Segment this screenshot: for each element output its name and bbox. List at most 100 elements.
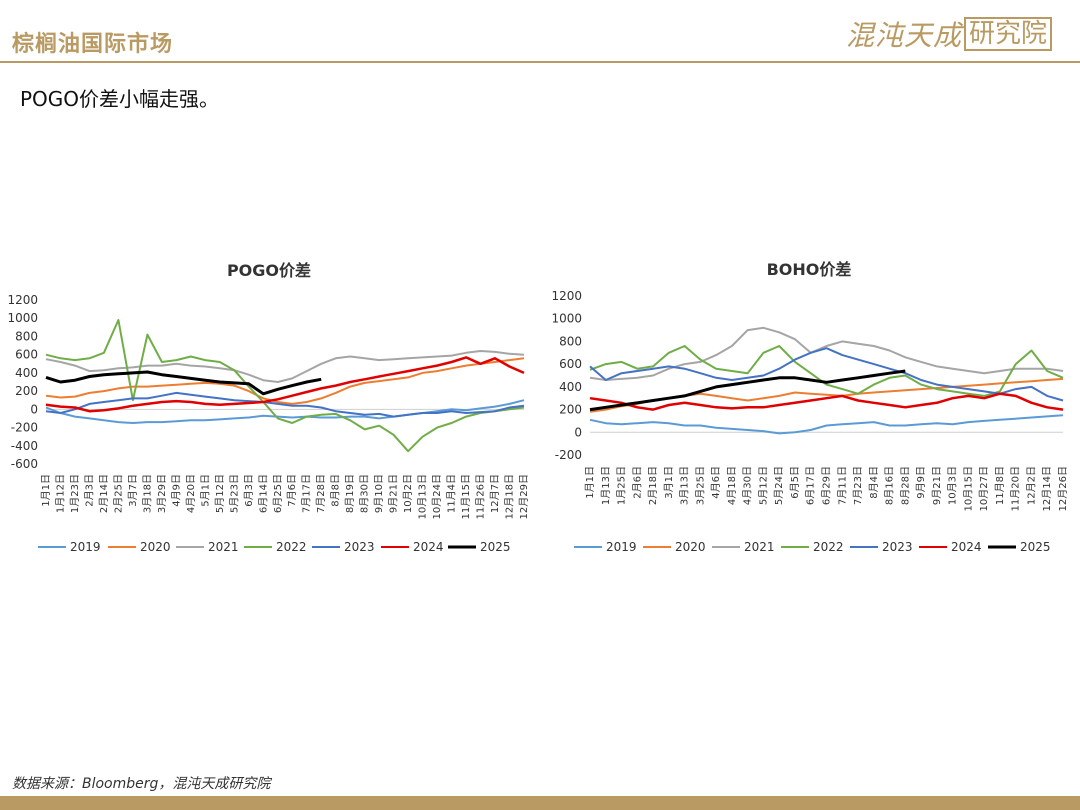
pogo-x-tick-label: 10月2日 (402, 474, 414, 513)
boho-x-tick-label: 6月17日 (805, 466, 817, 505)
boho-x-tick-label: 1月13日 (600, 466, 612, 505)
boho-y-tick-label: 800 (559, 334, 582, 348)
boho-x-tick-label: 6月29日 (821, 466, 833, 505)
pogo-y-tick-label: 400 (15, 366, 38, 380)
pogo-series-line-2021 (45, 350, 525, 383)
pogo-x-tick-label: 9月10日 (373, 474, 385, 513)
pogo-x-tick-label: 5月12日 (214, 474, 226, 513)
boho-x-tick-label: 7月23日 (852, 466, 864, 505)
pogo-x-tick-label: 8月8日 (330, 474, 342, 507)
boho-series-line-2021 (589, 326, 1064, 381)
boho-x-tick-label: 10月15日 (962, 466, 974, 511)
boho-series-line-2025 (589, 369, 906, 412)
boho-y-tick-label: 1000 (551, 312, 582, 326)
page-subtitle: POGO价差小幅走强。 (20, 87, 220, 111)
boho-y-tick-label: -200 (555, 448, 582, 462)
pogo-x-tick-label: 4月20日 (185, 474, 197, 513)
pogo-legend-label-2019: 2019 (70, 540, 101, 554)
boho-x-tick-label: 3月25日 (694, 466, 706, 505)
pogo-y-tick-label: 0 (30, 402, 38, 416)
pogo-series-line-2020 (45, 357, 525, 405)
pogo-legend-label-2021: 2021 (208, 540, 239, 554)
boho-series-line-2024 (589, 392, 1064, 411)
pogo-series-line-2024 (45, 356, 525, 413)
pogo-x-tick-label: 3月18日 (141, 474, 153, 513)
boho-legend-label-2023: 2023 (882, 540, 913, 554)
pogo-y-tick-label: 1000 (7, 311, 38, 325)
boho-x-tick-label: 2月6日 (631, 466, 643, 499)
pogo-x-tick-label: 12月18日 (504, 474, 516, 519)
header-divider (0, 61, 1080, 63)
pogo-legend-label-2022: 2022 (276, 540, 307, 554)
boho-x-tick-label: 12月2日 (1025, 466, 1037, 505)
boho-x-tick-label: 8月16日 (884, 466, 896, 505)
pogo-x-tick-label: 11月4日 (446, 474, 458, 513)
boho-y-tick-label: 600 (559, 357, 582, 371)
boho-x-tick-label: 10月27日 (978, 466, 990, 511)
pogo-x-tick-label: 10月24日 (431, 474, 443, 519)
pogo-y-tick-label: -400 (11, 439, 38, 453)
boho-y-tick-label: 0 (574, 425, 582, 439)
boho-x-tick-label: 3月1日 (663, 466, 675, 499)
chart-title-pogo: POGO价差 (226, 261, 312, 280)
boho-legend-label-2022: 2022 (813, 540, 844, 554)
pogo-x-tick-label: 3月29日 (156, 474, 168, 513)
pogo-x-tick-label: 9月21日 (388, 474, 400, 513)
boho-x-tick-label: 1月1日 (584, 466, 596, 499)
pogo-legend-label-2023: 2023 (344, 540, 375, 554)
boho-x-tick-label: 11月20日 (1010, 466, 1022, 511)
pogo-x-tick-label: 2月25日 (112, 474, 124, 513)
pogo-legend-label-2024: 2024 (413, 540, 444, 554)
pogo-x-tick-label: 7月28日 (315, 474, 327, 513)
pogo-x-tick-label: 1月23日 (69, 474, 81, 513)
pogo-x-tick-label: 7月17日 (301, 474, 313, 513)
pogo-x-tick-label: 10月13日 (417, 474, 429, 519)
chart-title-boho: BOHO价差 (766, 260, 852, 279)
boho-x-tick-label: 8月4日 (868, 466, 880, 499)
boho-x-tick-label: 3月13日 (679, 466, 691, 505)
pogo-x-tick-label: 6月14日 (257, 474, 269, 513)
pogo-y-tick-label: -200 (11, 421, 38, 435)
boho-x-tick-label: 12月26日 (1057, 466, 1069, 511)
boho-legend-label-2020: 2020 (675, 540, 706, 554)
boho-legend-label-2024: 2024 (951, 540, 982, 554)
pogo-x-tick-label: 6月25日 (272, 474, 284, 513)
pogo-x-tick-label: 12月29日 (518, 474, 530, 519)
pogo-series-line-2023 (45, 391, 525, 418)
pogo-x-tick-label: 6月3日 (243, 474, 255, 507)
boho-legend-label-2025: 2025 (1020, 540, 1051, 554)
pogo-x-tick-label: 12月7日 (489, 474, 501, 513)
pogo-x-tick-label: 11月26日 (475, 474, 487, 519)
pogo-legend-label-2025: 2025 (480, 540, 511, 554)
boho-series-line-2022 (589, 345, 1064, 397)
boho-x-tick-label: 5月24日 (773, 466, 785, 505)
pogo-x-tick-label: 2月3日 (83, 474, 95, 507)
pogo-x-tick-label: 11月15日 (460, 474, 472, 519)
footer-bar (0, 796, 1080, 810)
boho-x-tick-label: 11月8日 (994, 466, 1006, 505)
pogo-x-tick-label: 7月6日 (286, 474, 298, 507)
boho-x-tick-label: 4月30日 (742, 466, 754, 505)
pogo-y-tick-label: 600 (15, 348, 38, 362)
boho-x-tick-label: 4月6日 (710, 466, 722, 499)
boho-legend-label-2021: 2021 (744, 540, 775, 554)
pogo-series-line-2022 (45, 319, 525, 453)
pogo-y-tick-label: 200 (15, 384, 38, 398)
pogo-x-tick-label: 8月19日 (344, 474, 356, 513)
pogo-legend-label-2020: 2020 (140, 540, 171, 554)
pogo-y-tick-label: -600 (11, 457, 38, 471)
pogo-x-tick-label: 4月9日 (170, 474, 182, 507)
boho-x-tick-label: 2月18日 (647, 466, 659, 505)
pogo-series-line-2025 (45, 370, 322, 396)
boho-x-tick-label: 1月25日 (616, 466, 628, 505)
brand-logo: 混沌天成 研究院 (846, 16, 1053, 52)
pogo-series-line-2019 (45, 399, 525, 424)
boho-y-tick-label: 1200 (551, 289, 582, 303)
boho-x-tick-label: 9月9日 (915, 466, 927, 499)
boho-x-tick-label: 9月21日 (931, 466, 943, 505)
boho-x-tick-label: 10月3日 (947, 466, 959, 505)
pogo-x-tick-label: 1月1日 (40, 474, 52, 507)
boho-x-tick-label: 12月14日 (1041, 466, 1053, 511)
boho-legend-label-2019: 2019 (606, 540, 637, 554)
